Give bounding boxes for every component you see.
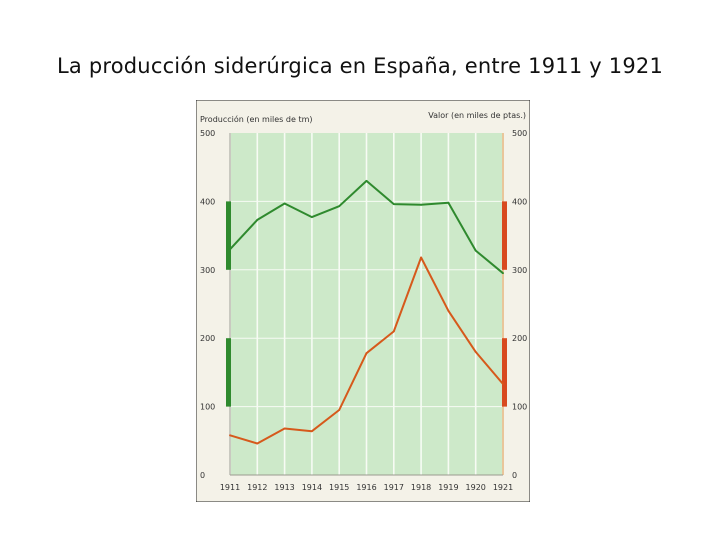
slide-title: La producción siderúrgica en España, ent… <box>56 54 664 78</box>
x-tick-label: 1913 <box>274 483 294 492</box>
production-data-point <box>447 201 450 204</box>
x-tick-label: 1917 <box>384 483 404 492</box>
x-tick-label: 1920 <box>466 483 486 492</box>
value-data-point <box>447 309 450 312</box>
production-data-point <box>392 203 395 206</box>
x-tick-label: 1919 <box>438 483 458 492</box>
value-data-point <box>502 383 504 385</box>
left-y-tick-label: 300 <box>200 266 215 275</box>
production-data-point <box>311 216 313 219</box>
production-data-point <box>283 202 286 205</box>
value-data-point <box>338 409 341 411</box>
left-y-tick-label: 200 <box>200 334 215 343</box>
right-axis-accent-band <box>502 338 507 407</box>
tick-labels: 1911 1912 1913 1914 1915 1916 1917 1918 1919 1920… <box>200 129 527 492</box>
value-data-point <box>392 330 395 333</box>
value-data-point <box>420 256 422 259</box>
right-axis-label: Valor (en miles de ptas.) <box>428 111 526 120</box>
x-tick-label: 1912 <box>247 483 267 492</box>
chart-figure: 1911 1912 1913 1914 1915 1916 1917 1918 1919 1920… <box>195 99 531 503</box>
value-data-point <box>365 352 368 355</box>
right-y-tick-label: 0 <box>512 471 517 480</box>
line-chart: 1911 1912 1913 1914 1915 1916 1917 1918 1919 1920… <box>195 99 531 503</box>
series-lines <box>229 179 504 445</box>
left-y-tick-label: 100 <box>200 403 215 412</box>
value-data-point <box>311 430 313 433</box>
x-tick-label: 1918 <box>411 483 431 492</box>
right-y-tick-label: 100 <box>512 403 527 412</box>
x-tick-label: 1921 <box>493 483 513 492</box>
right-axis-accent-band <box>502 201 507 270</box>
production-data-point <box>420 203 422 206</box>
production-data-point <box>338 205 341 208</box>
x-tick-label: 1916 <box>356 483 376 492</box>
production-data-point <box>474 249 477 252</box>
x-tick-label: 1915 <box>329 483 349 492</box>
value-data-point <box>283 427 286 430</box>
production-data-point <box>229 248 231 251</box>
value-data-point <box>474 350 477 353</box>
left-axis-accent-band <box>226 201 231 270</box>
right-y-tick-label: 200 <box>512 334 527 343</box>
production-data-point <box>365 179 368 182</box>
left-y-tick-label: 400 <box>200 197 215 206</box>
left-y-tick-label: 500 <box>200 129 215 138</box>
left-axis-label: Producción (en miles de tm) <box>200 114 313 124</box>
value-data-point <box>229 434 231 437</box>
axes <box>226 133 507 476</box>
right-y-tick-label: 400 <box>512 197 527 206</box>
value-data-point <box>256 442 259 445</box>
production-data-point <box>256 218 259 221</box>
right-y-tick-label: 300 <box>512 266 527 275</box>
x-tick-label: 1914 <box>302 483 322 492</box>
right-y-tick-label: 500 <box>512 129 527 138</box>
x-tick-label: 1911 <box>220 483 240 492</box>
left-axis-accent-band <box>226 338 231 407</box>
production-data-point <box>502 272 504 275</box>
left-y-tick-label: 0 <box>200 471 205 480</box>
